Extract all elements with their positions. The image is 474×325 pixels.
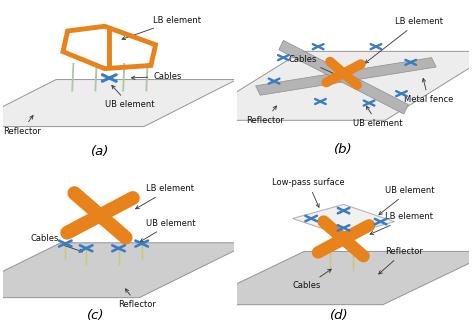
Text: Metal fence: Metal fence: [404, 78, 453, 104]
Text: UB element: UB element: [353, 106, 402, 128]
Polygon shape: [255, 58, 436, 95]
Text: Cables: Cables: [288, 55, 340, 77]
Text: (b): (b): [334, 143, 353, 156]
Text: (a): (a): [91, 145, 109, 158]
Text: Cables: Cables: [131, 72, 182, 81]
Text: Reflector: Reflector: [3, 115, 41, 136]
Text: Reflector: Reflector: [246, 106, 284, 125]
Polygon shape: [193, 252, 474, 305]
Text: UB element: UB element: [105, 85, 154, 109]
Text: Low-pass surface: Low-pass surface: [272, 178, 345, 207]
Text: Reflector: Reflector: [379, 247, 423, 274]
Polygon shape: [191, 51, 474, 120]
Text: Cables: Cables: [30, 234, 82, 252]
Polygon shape: [0, 243, 250, 298]
Text: LB element: LB element: [370, 213, 433, 234]
Text: Reflector: Reflector: [118, 289, 156, 309]
Text: UB element: UB element: [379, 186, 435, 214]
Text: (c): (c): [87, 309, 104, 322]
Polygon shape: [0, 80, 237, 126]
Text: (d): (d): [329, 309, 348, 322]
Text: Cables: Cables: [292, 269, 331, 290]
Text: LB element: LB element: [365, 17, 443, 63]
Text: LB element: LB element: [122, 16, 201, 40]
Text: UB element: UB element: [140, 219, 196, 242]
Polygon shape: [292, 204, 394, 236]
Text: LB element: LB element: [136, 184, 194, 209]
Polygon shape: [279, 40, 409, 114]
